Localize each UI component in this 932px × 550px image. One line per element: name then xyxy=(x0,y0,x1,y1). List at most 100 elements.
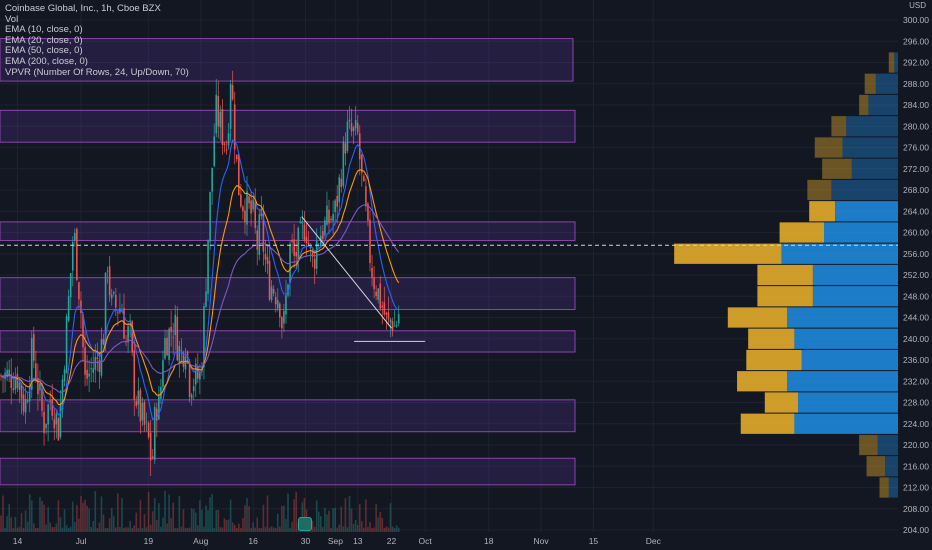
candle-body xyxy=(106,270,109,272)
volume-bar xyxy=(41,500,43,532)
candle-body xyxy=(383,302,386,315)
volume-bar xyxy=(272,527,275,532)
candle-body xyxy=(30,337,33,390)
price-tick-label: 284.00 xyxy=(903,100,929,110)
time-axis-background xyxy=(0,532,898,550)
candle-body xyxy=(381,305,384,308)
candle-body xyxy=(352,127,355,132)
volume-bar xyxy=(145,527,148,532)
trendlines xyxy=(301,216,426,342)
candle-body xyxy=(254,201,256,228)
volume-bar xyxy=(256,517,259,532)
vpvr-up-bar xyxy=(794,328,898,349)
price-tick-label: 292.00 xyxy=(903,58,929,68)
volume-bar xyxy=(354,519,357,532)
vpvr-down-bar xyxy=(864,73,876,94)
candle-body xyxy=(164,337,166,359)
volume-bar xyxy=(139,499,142,532)
volume-bar xyxy=(240,527,242,532)
volume-bar xyxy=(330,527,332,532)
candle-body xyxy=(348,119,351,122)
candle-body xyxy=(82,314,84,347)
volume-bar xyxy=(322,526,324,532)
volume-bar xyxy=(168,494,170,532)
zone-box xyxy=(0,399,576,433)
volume-bar xyxy=(176,527,179,532)
candle-body xyxy=(28,387,31,402)
candle-body xyxy=(55,413,58,425)
candle-body xyxy=(104,272,107,345)
vpvr-down-bar xyxy=(822,158,852,179)
candle-body xyxy=(45,423,47,429)
time-tick-label: 16 xyxy=(248,536,258,546)
volume-bar xyxy=(33,523,35,532)
candle-body xyxy=(41,388,43,411)
event-marker-icon[interactable] xyxy=(298,517,312,531)
volume-bar xyxy=(49,522,51,532)
volume-bar xyxy=(317,511,320,532)
time-tick-label: 22 xyxy=(387,536,397,546)
volume-bar xyxy=(65,525,68,532)
price-axis: 300.00 296.00 292.00 288.00 284.00 280.00 276.… xyxy=(898,0,932,550)
volume-bar xyxy=(39,497,41,532)
vpvr-down-bar xyxy=(757,286,813,307)
candle-body xyxy=(51,399,54,416)
volume-bar xyxy=(164,490,166,532)
candle-body xyxy=(377,288,379,300)
volume-bar xyxy=(151,511,154,532)
candle-body xyxy=(133,350,136,400)
volume-bar xyxy=(143,514,146,532)
candle-body xyxy=(12,388,15,391)
price-tick-label: 276.00 xyxy=(903,143,929,153)
candle-body xyxy=(324,220,326,236)
time-tick-label: Jul xyxy=(76,536,87,546)
volume-bars xyxy=(0,490,400,532)
candle-body xyxy=(291,239,293,243)
candle-body xyxy=(78,282,80,300)
currency-label: USD xyxy=(909,1,926,10)
volume-bar xyxy=(35,527,37,532)
candle-body xyxy=(33,334,35,361)
candle-body xyxy=(57,418,60,441)
price-tick-label: 232.00 xyxy=(903,376,929,386)
volume-bar xyxy=(69,526,72,532)
candle-body xyxy=(344,143,347,154)
vpvr-up-bar xyxy=(835,201,898,222)
volume-bar xyxy=(61,527,64,532)
volume-bar xyxy=(248,506,250,532)
volume-bar xyxy=(279,526,281,532)
candle-body xyxy=(135,401,138,406)
vpvr-down-bar xyxy=(757,264,813,286)
price-tick-label: 268.00 xyxy=(903,185,929,195)
volume-bar xyxy=(250,527,252,532)
volume-bar xyxy=(328,510,330,532)
candle-body xyxy=(272,289,275,294)
volume-bar xyxy=(188,527,191,532)
candle-body xyxy=(39,383,41,391)
volume-bar xyxy=(166,523,168,532)
volume-bar xyxy=(260,527,263,532)
candle-body xyxy=(227,133,230,146)
candle-body xyxy=(281,317,283,329)
candle-body xyxy=(69,273,72,298)
candle-body xyxy=(88,373,90,377)
volume-bar xyxy=(367,526,369,532)
volume-bar xyxy=(334,507,336,532)
volume-bar xyxy=(45,524,47,532)
candle-body xyxy=(131,321,133,353)
volume-bar xyxy=(281,505,283,532)
candle-body xyxy=(244,210,246,223)
volume-bar xyxy=(53,527,56,532)
candle-body xyxy=(100,339,103,376)
candle-body xyxy=(123,307,125,339)
price-tick-label: 272.00 xyxy=(903,164,929,174)
candle-body xyxy=(361,154,363,173)
volume-bar xyxy=(141,527,144,532)
volume-bar xyxy=(12,527,15,532)
volume-bar xyxy=(393,527,396,532)
time-tick-label: Oct xyxy=(419,536,433,546)
candle-body xyxy=(178,346,181,362)
candle-body xyxy=(233,104,236,150)
volume-bar xyxy=(346,527,349,532)
